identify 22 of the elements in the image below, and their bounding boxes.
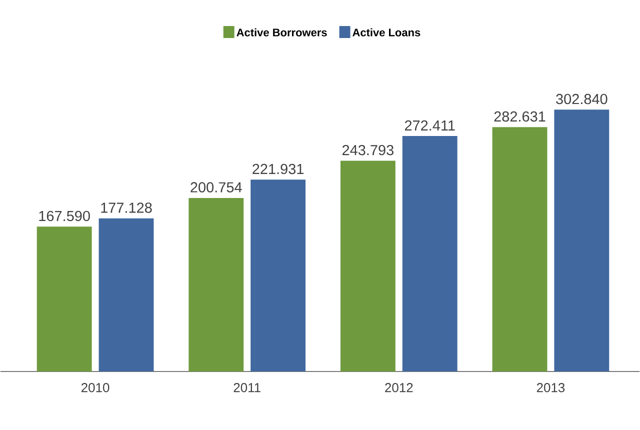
data-label: 272.411 — [404, 120, 455, 130]
data-label: 200.754 — [190, 182, 242, 192]
legend-label: Active Borrowers — [236, 28, 327, 36]
data-label: 221.931 — [252, 164, 304, 174]
x-tick-label: 2013 — [536, 382, 565, 392]
bar — [188, 198, 244, 372]
data-label: 167.590 — [39, 210, 90, 221]
x-tick-label: 2010 — [82, 382, 110, 392]
bar — [554, 109, 610, 372]
x-tick-label: 2011 — [234, 382, 260, 392]
bar — [98, 218, 154, 372]
bar — [402, 136, 458, 372]
data-label: 177.128 — [101, 202, 152, 213]
legend-label: Active Loans — [352, 28, 420, 36]
x-tick-label: 2012 — [385, 382, 413, 392]
bar — [250, 179, 306, 372]
data-label: 243.793 — [342, 144, 394, 155]
bar — [340, 160, 396, 372]
data-label: 282.631 — [494, 111, 546, 122]
bar — [36, 226, 92, 372]
data-label: 302.840 — [556, 94, 608, 104]
bar — [492, 126, 548, 372]
